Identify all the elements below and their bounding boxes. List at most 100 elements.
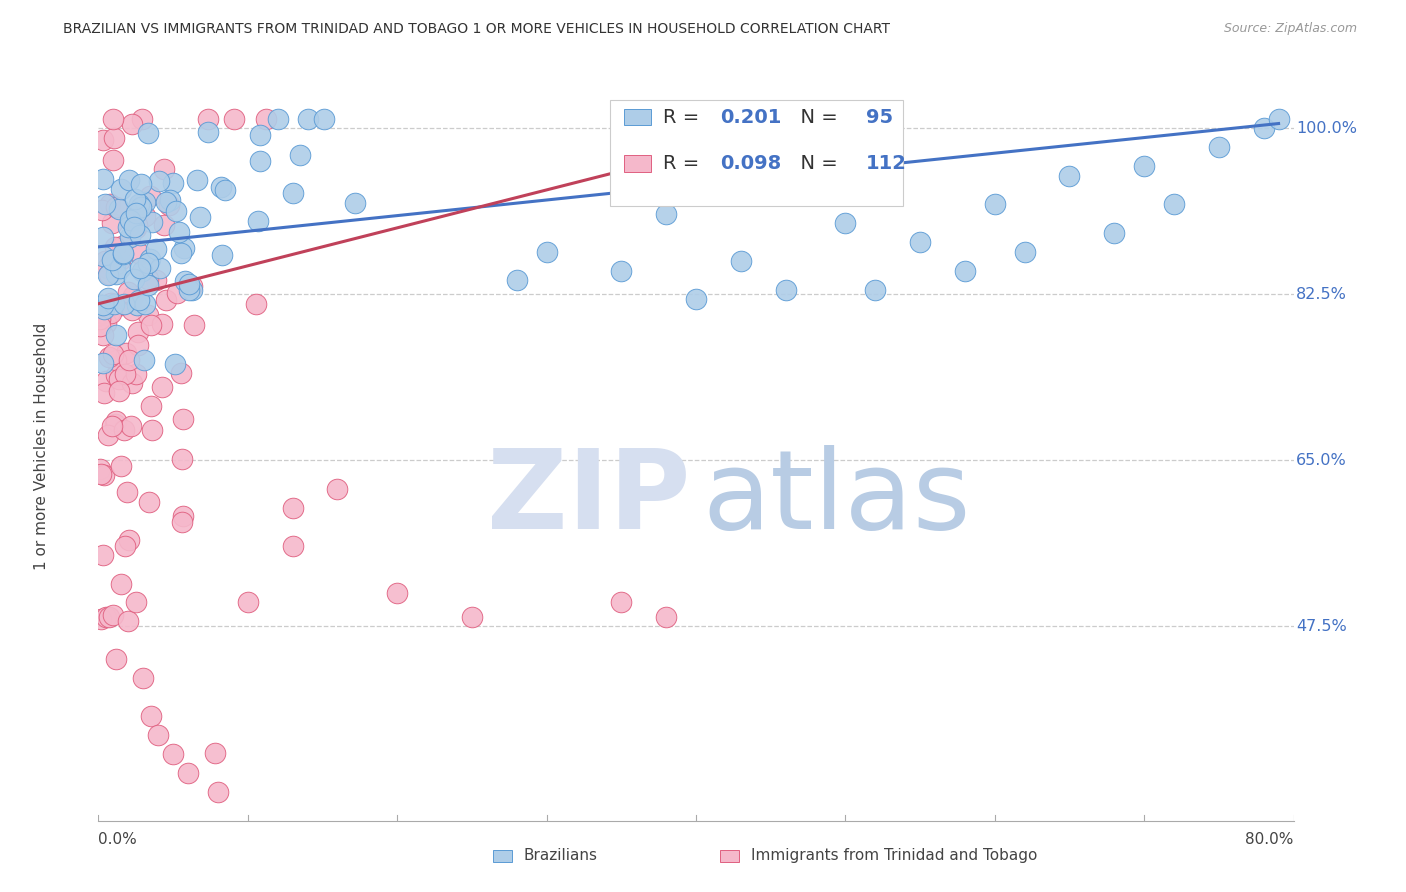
Point [97,268,120,282]
Point [180,283,202,297]
Point [110,252,132,267]
Point [94,253,117,268]
Point [179,277,201,291]
Point [103,131,125,145]
Point [179,283,201,297]
Point [326,482,349,496]
Point [655,609,678,624]
Point [91,306,114,320]
Point [90,467,112,481]
Text: 0.201: 0.201 [720,108,782,127]
Point [655,206,678,220]
Point [139,399,162,413]
Point [94,609,117,624]
Point [157,197,180,211]
Point [134,194,156,209]
Point [281,500,304,515]
Point [132,672,155,686]
Point [610,263,633,277]
Point [153,218,176,232]
Point [685,292,707,306]
Point [127,338,149,352]
Point [730,254,752,268]
Point [139,189,162,203]
Point [124,192,146,206]
Point [131,177,153,191]
Text: 1 or more Vehicles in Household: 1 or more Vehicles in Household [34,322,49,570]
Point [136,308,159,322]
Point [104,414,127,428]
Point [110,182,132,196]
Point [865,283,887,297]
Text: atlas: atlas [702,445,970,552]
Point [172,412,194,426]
Point [96,261,118,276]
Point [343,196,366,211]
Point [181,279,204,293]
Point [145,273,167,287]
Text: 0.0%: 0.0% [98,832,138,847]
Point [908,235,931,249]
Point [112,246,135,260]
Point [91,327,114,342]
Point [1059,169,1081,183]
Point [118,230,141,244]
Text: Immigrants from Trinidad and Tobago: Immigrants from Trinidad and Tobago [751,848,1038,863]
Point [249,154,271,169]
Point [93,301,115,316]
Point [165,204,187,219]
Point [267,112,290,126]
Point [186,172,208,186]
Point [93,467,115,482]
Point [834,216,856,230]
Point [121,376,143,391]
Point [108,260,131,275]
Point [207,785,229,799]
Bar [494,850,512,862]
Point [984,197,1007,211]
Point [117,285,139,300]
Point [155,194,177,209]
Point [246,214,269,228]
Point [104,417,127,431]
Bar [624,155,651,172]
Point [91,298,114,312]
Point [110,297,132,311]
Point [90,612,112,626]
Point [128,227,150,242]
Point [953,263,976,277]
Point [167,225,190,239]
Text: Brazilians: Brazilians [524,848,598,863]
Point [129,247,152,261]
Point [297,112,319,126]
Point [115,485,138,500]
Point [139,252,162,267]
Text: 47.5%: 47.5% [1296,619,1347,633]
Point [236,595,259,609]
Point [101,153,124,168]
Point [127,298,149,312]
Point [91,172,114,186]
Point [96,375,118,389]
Point [222,112,245,126]
Point [122,289,145,303]
Point [254,112,277,126]
Text: 0.098: 0.098 [720,154,782,173]
Bar [720,850,740,862]
Point [98,196,121,211]
Point [108,202,131,216]
Point [97,609,120,624]
Point [136,277,159,292]
Point [115,346,138,360]
Point [148,174,170,188]
Point [91,229,114,244]
Point [162,747,184,762]
Point [134,296,156,310]
Point [128,293,150,308]
Point [245,297,267,311]
Point [136,272,159,286]
Point [385,586,409,600]
Point [124,220,146,235]
Point [312,112,335,126]
Point [98,351,121,365]
